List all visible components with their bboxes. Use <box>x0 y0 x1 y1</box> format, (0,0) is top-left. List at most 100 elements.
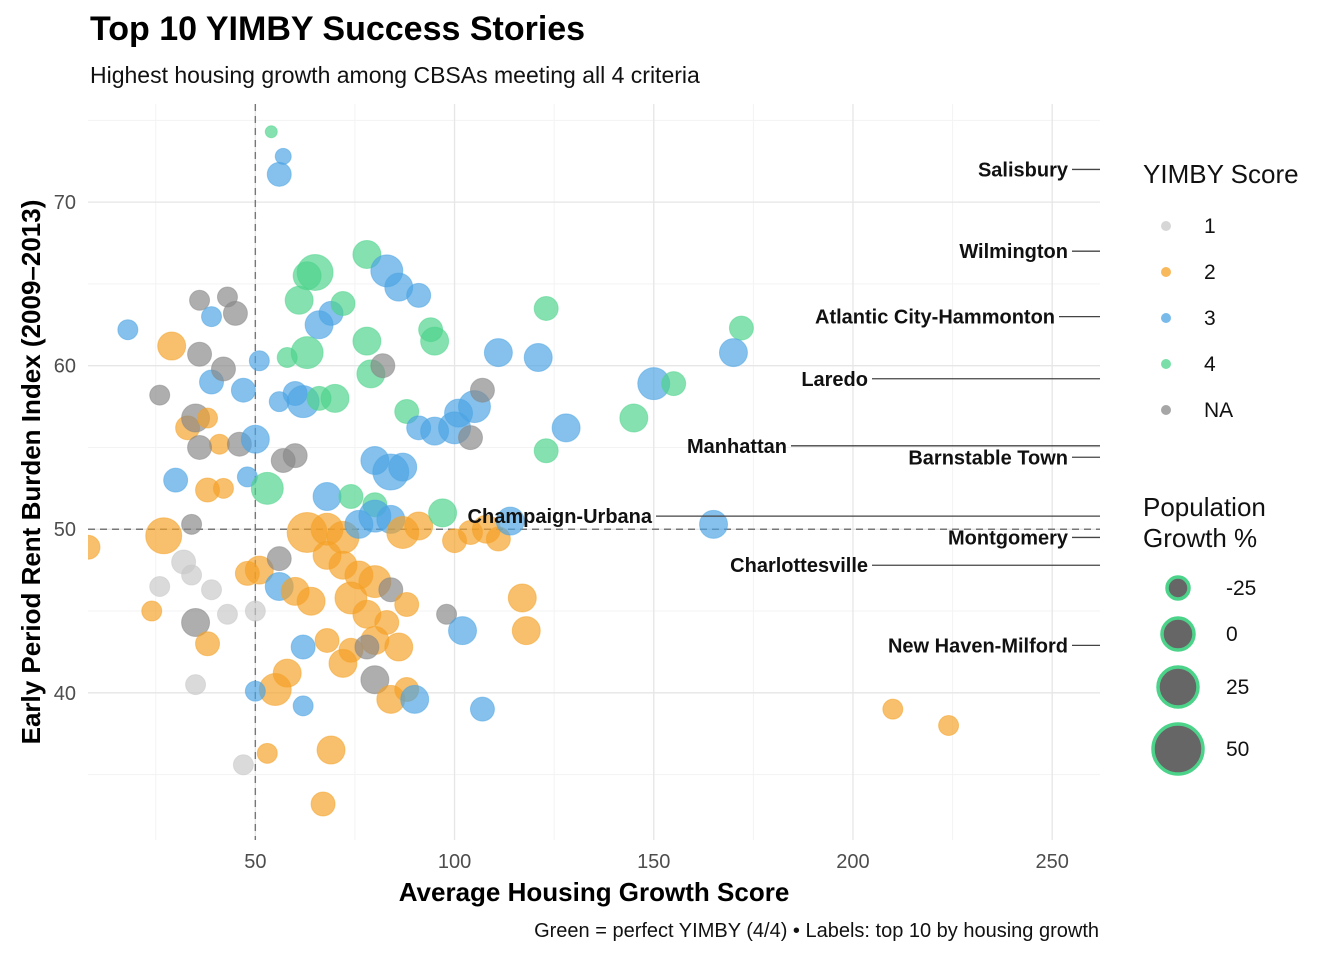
data-point <box>406 282 432 308</box>
data-point <box>187 341 213 367</box>
color-legend-key <box>1161 359 1171 369</box>
data-point <box>284 285 314 315</box>
data-point <box>189 289 211 311</box>
data-point <box>338 484 364 510</box>
reference-lines <box>88 104 1100 840</box>
data-point <box>370 353 396 379</box>
data-point <box>312 482 342 512</box>
x-tick-label: 200 <box>836 851 869 873</box>
data-point <box>404 511 434 541</box>
data-point <box>314 627 340 653</box>
data-point <box>495 506 525 536</box>
color-legend-key <box>1161 267 1171 277</box>
data-point <box>394 591 420 617</box>
data-point <box>210 356 236 382</box>
data-point <box>88 534 101 560</box>
data-point <box>197 407 219 429</box>
x-tick-label: 100 <box>438 851 471 873</box>
point-label: New Haven-Milford <box>888 635 1068 657</box>
data-point <box>469 696 495 722</box>
size-legend-label: -25 <box>1226 577 1256 600</box>
color-legend-key <box>1161 221 1171 231</box>
data-point <box>378 577 404 603</box>
point-labels: Salisbury Wilmington Atlantic City-Hammont… <box>468 159 1100 657</box>
data-point <box>181 607 211 637</box>
chart-caption: Green = perfect YIMBY (4/4) • Labels: to… <box>534 920 1099 942</box>
data-point <box>195 631 221 657</box>
data-point <box>230 377 256 403</box>
data-point <box>938 715 960 737</box>
data-point <box>661 371 687 397</box>
x-tick-label: 150 <box>637 851 670 873</box>
data-point <box>457 425 483 451</box>
data-point <box>248 350 270 372</box>
x-tick-label: 50 <box>244 851 266 873</box>
data-point <box>400 684 430 714</box>
data-point <box>469 377 495 403</box>
point-label: Atlantic City-Hammonton <box>815 307 1055 329</box>
axes: 50 100 150 200 250 40 50 60 70 Average Housing Gr… <box>16 192 1069 907</box>
data-point <box>533 295 559 321</box>
data-point <box>436 603 458 625</box>
data-point <box>266 161 292 187</box>
data-point <box>483 338 513 368</box>
size-legend-title: Growth % <box>1143 523 1257 553</box>
data-point <box>157 331 187 361</box>
size-legend-label: 25 <box>1226 676 1249 699</box>
data-point <box>181 564 203 586</box>
y-tick-label: 50 <box>54 519 76 541</box>
data-point <box>244 555 274 585</box>
point-label: Montgomery <box>948 527 1069 549</box>
y-axis-title: Early Period Rent Burden Index (2009–201… <box>16 200 46 745</box>
size-legend-title: Population <box>1143 492 1266 522</box>
data-point <box>216 603 238 625</box>
data-point <box>448 616 478 646</box>
point-label: Salisbury <box>978 159 1069 181</box>
chart-title: Top 10 YIMBY Success Stories <box>90 10 586 48</box>
data-point <box>360 665 390 695</box>
data-point <box>388 452 418 482</box>
data-point <box>163 467 189 493</box>
point-label: Charlottesville <box>730 555 868 577</box>
point-label: Champaign-Urbana <box>468 506 653 528</box>
data-point <box>310 791 336 817</box>
data-point <box>266 546 292 572</box>
data-point <box>507 583 537 613</box>
data-point <box>145 517 183 555</box>
data-point <box>728 315 754 341</box>
data-point <box>420 326 450 356</box>
color-legend-label: NA <box>1204 399 1233 422</box>
data-point <box>296 586 326 616</box>
data-point <box>290 634 316 660</box>
size-legend-key <box>1156 665 1200 709</box>
data-point <box>718 338 748 368</box>
x-tick-label: 250 <box>1036 851 1069 873</box>
data-point <box>533 438 559 464</box>
data-points <box>88 125 960 817</box>
data-point <box>320 383 350 413</box>
color-legend-key <box>1161 313 1171 323</box>
data-point <box>117 319 139 341</box>
data-point <box>141 600 163 622</box>
color-legend-label: 4 <box>1204 353 1216 376</box>
data-point <box>187 434 213 460</box>
point-label: Manhattan <box>687 436 787 458</box>
size-legend-key <box>1165 575 1191 601</box>
data-point <box>354 634 380 660</box>
data-point <box>352 326 382 356</box>
size-legend-label: 0 <box>1226 623 1238 646</box>
y-tick-label: 40 <box>54 683 76 705</box>
data-point <box>282 443 308 469</box>
size-legend-label: 50 <box>1226 738 1249 761</box>
data-point <box>250 471 284 505</box>
size-legend-key <box>1151 722 1205 776</box>
data-point <box>296 253 334 291</box>
data-point <box>201 306 223 328</box>
color-legend-label: 1 <box>1204 215 1216 238</box>
data-point <box>619 403 649 433</box>
data-point <box>316 735 346 765</box>
data-point <box>511 616 541 646</box>
chart-subtitle: Highest housing growth among CBSAs meeti… <box>90 62 700 88</box>
